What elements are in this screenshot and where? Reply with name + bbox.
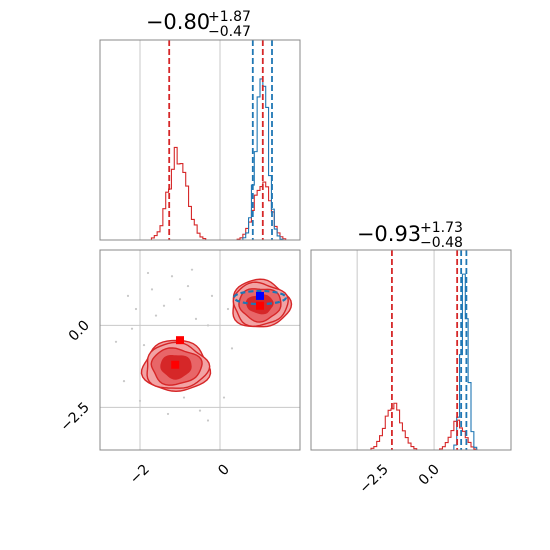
scatter-point <box>134 307 138 311</box>
marginal-y-title-sup: +1.73 <box>420 220 463 236</box>
red-square-marker <box>256 301 264 310</box>
scatter-point <box>190 268 194 271</box>
scatter-point <box>150 288 154 291</box>
marginal-y-title-value: −0.93 <box>357 222 421 246</box>
scatter-point <box>198 409 202 412</box>
scatter-point <box>126 294 130 298</box>
scatter-point <box>154 314 158 317</box>
scatter-point <box>142 343 146 347</box>
scatter-point <box>210 294 214 298</box>
scatter-point <box>206 324 210 327</box>
scatter-point <box>178 298 182 301</box>
scatter-point <box>122 380 126 383</box>
marginal-x-title-sub: −0.47 <box>208 24 251 40</box>
marginal-x-title-sup: +1.87 <box>208 9 251 25</box>
red-square-marker <box>176 336 184 345</box>
scatter-point <box>186 284 190 288</box>
marginal-y-title: −0.93 <box>357 222 421 246</box>
red-square-marker <box>171 360 180 369</box>
marginal-y-title-sub: −0.48 <box>420 235 463 251</box>
scatter-point <box>182 396 186 399</box>
scatter-point <box>170 275 174 278</box>
scatter-point <box>146 271 150 275</box>
marginal-x-histogram <box>99 39 301 241</box>
scatter-point <box>166 412 170 416</box>
scatter-point <box>194 317 198 320</box>
joint-contour-panel <box>99 249 301 451</box>
scatter-point <box>222 396 226 399</box>
marginal-x-title-value: −0.80 <box>146 10 210 34</box>
marginal-y-histogram <box>310 249 512 451</box>
scatter-point <box>230 347 234 350</box>
blue-square-marker <box>256 291 264 300</box>
scatter-point <box>226 307 230 311</box>
scatter-point <box>206 419 210 422</box>
marginal-x-title: −0.80 <box>146 10 210 34</box>
scatter-point <box>162 304 166 307</box>
scatter-point <box>114 340 118 343</box>
scatter-point <box>130 327 134 330</box>
scatter-point <box>138 399 142 402</box>
